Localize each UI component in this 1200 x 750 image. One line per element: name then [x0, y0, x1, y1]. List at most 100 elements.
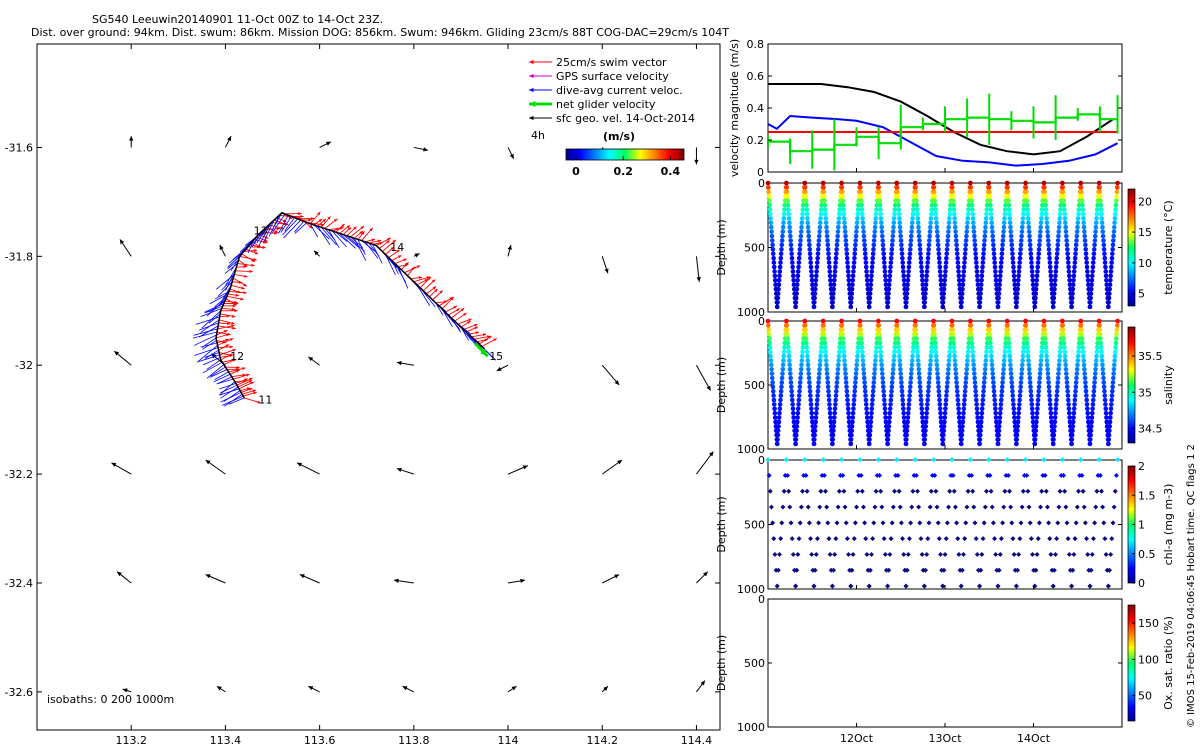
dive-avg-current-vector: [214, 371, 229, 380]
dive-data-point: [860, 220, 866, 226]
dive-data-point: [883, 278, 888, 283]
dive-data-point: [1096, 457, 1102, 463]
dive-data-point: [831, 282, 837, 288]
swim-vector: [320, 216, 331, 228]
dive-data-point: [1115, 457, 1121, 463]
dive-data-point: [1005, 323, 1010, 328]
dive-data-point: [904, 567, 910, 573]
dive-data-point: [937, 269, 943, 274]
dive-avg-current-vector: [198, 344, 218, 362]
dive-data-point: [1060, 323, 1066, 328]
dive-data-point: [1052, 286, 1057, 292]
dive-data-point: [864, 278, 870, 283]
dive-data-point: [886, 567, 892, 573]
dive-data-point: [1072, 402, 1077, 407]
dive-data-point: [934, 220, 939, 226]
geo-velocity-arrow: [393, 578, 414, 584]
dive-data-point: [907, 247, 913, 252]
dive-data-point: [814, 397, 820, 403]
dive-data-point: [878, 353, 884, 359]
dive-data-point: [1046, 247, 1052, 252]
dive-data-point: [1034, 419, 1039, 425]
dive-data-point: [917, 242, 923, 248]
dive-data-point: [828, 415, 833, 420]
dive-data-point: [933, 488, 939, 494]
dive-data-point: [1103, 264, 1108, 270]
dive-data-point: [931, 185, 937, 190]
dive-data-point: [909, 229, 914, 234]
dive-data-point: [841, 488, 847, 494]
dive-data-point: [1073, 388, 1078, 394]
isobaths-label: isobaths: 0 200 1000m: [47, 693, 174, 706]
dive-data-point: [1001, 504, 1007, 510]
dive-data-point: [1035, 264, 1041, 270]
section-ytick-label: 0: [758, 177, 765, 190]
dive-data-point: [784, 185, 790, 190]
dive-data-point: [1100, 366, 1106, 372]
swim-vector: [237, 380, 253, 388]
dive-data-point: [888, 397, 894, 403]
dive-data-point: [827, 551, 833, 557]
dive-data-point: [1016, 273, 1021, 279]
dive-data-point: [978, 428, 983, 434]
dive-data-point: [1078, 457, 1084, 463]
dive-data-point: [1027, 380, 1033, 385]
map-ytick-label: -32.4: [5, 577, 33, 590]
dive-data-point: [796, 393, 802, 398]
dive-data-point: [870, 255, 876, 261]
dive-data-point: [876, 323, 882, 328]
dive-data-point: [777, 406, 783, 412]
dive-data-point: [927, 504, 933, 510]
dive-data-point: [853, 380, 858, 385]
geo-velocity-arrow: [413, 253, 420, 258]
geo-velocity-arrow: [601, 459, 623, 475]
dive-data-point: [872, 504, 878, 510]
dive-data-point: [1012, 419, 1018, 425]
geo-velocity-arrow: [507, 147, 515, 159]
dive-data-point: [922, 437, 928, 442]
dive-data-point: [850, 410, 856, 416]
dive-data-point: [1008, 504, 1014, 510]
swim-vector: [243, 391, 258, 397]
dive-data-point: [798, 366, 804, 372]
dive-data-point: [955, 397, 961, 403]
dive-data-point: [994, 419, 999, 425]
dive-data-point: [826, 251, 831, 257]
dive-data-point: [802, 185, 808, 190]
dive-data-point: [852, 247, 858, 252]
dive-data-point: [908, 380, 913, 385]
dive-data-point: [813, 424, 818, 429]
dive-data-point: [843, 238, 849, 243]
dive-data-point: [1066, 273, 1072, 279]
dive-data-point: [1072, 397, 1078, 403]
dive-data-point: [1057, 353, 1063, 359]
dive-data-point: [964, 224, 970, 230]
dive-data-point: [882, 402, 887, 407]
dive-data-point: [925, 260, 930, 265]
dive-data-point: [1070, 424, 1076, 429]
dive-data-point: [1028, 393, 1034, 398]
dive-data-point: [1109, 397, 1114, 403]
swim-vector: [460, 320, 471, 328]
dive-data-point: [782, 340, 788, 346]
dive-data-point: [1105, 583, 1111, 589]
dive-data-point: [935, 238, 941, 243]
dive-data-point: [900, 255, 905, 261]
dive-data-point: [932, 472, 938, 478]
dive-data-point: [824, 229, 830, 234]
dive-data-point: [879, 358, 884, 363]
dive-data-point: [826, 536, 832, 542]
dive-data-point: [1103, 406, 1109, 412]
dive-data-point: [1090, 397, 1096, 403]
dive-data-point: [1042, 336, 1048, 341]
dive-data-point: [817, 366, 822, 372]
dive-data-point: [886, 424, 892, 429]
dive-data-point: [1016, 278, 1021, 283]
geo-velocity-arrow: [602, 574, 620, 584]
dive-data-point: [1010, 255, 1016, 261]
dive-data-point: [878, 488, 884, 494]
dive-data-point: [809, 406, 814, 412]
dive-data-point: [941, 424, 947, 429]
dive-data-point: [841, 211, 847, 217]
